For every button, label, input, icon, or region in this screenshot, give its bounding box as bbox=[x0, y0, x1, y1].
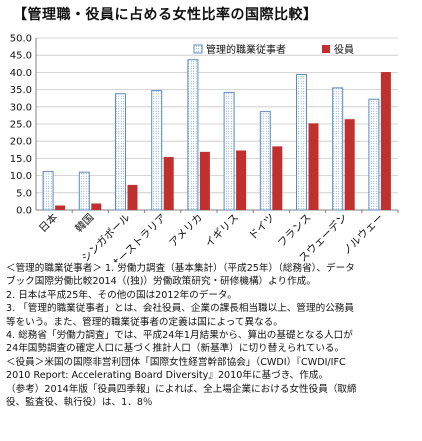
note-line: 2010 Report: Accelerating Board Diversit… bbox=[6, 370, 329, 382]
y-tick-label: 40.0 bbox=[10, 68, 32, 79]
bar-managers bbox=[223, 91, 235, 211]
note-line: ＜役員＞米国の国際非営利団体「国際女性経営幹部協会」（CWDI）『CWDI/IF… bbox=[6, 356, 346, 368]
y-tick-label: 5.0 bbox=[16, 188, 32, 199]
bar-managers bbox=[368, 98, 380, 211]
note-line: 24年国勢調査の確定人口に基づく推計人口（新基準）に切り替えられている。 bbox=[6, 343, 345, 355]
x-tick-label: ドイツ bbox=[247, 212, 278, 243]
x-tick-label: 日本 bbox=[36, 211, 60, 235]
x-tick-label: イギリス bbox=[203, 212, 241, 250]
bar-executives bbox=[55, 205, 66, 210]
note-line: （参考）2014年版「役員四季報」によれば、全上場企業における女性役員（取締 bbox=[6, 383, 357, 395]
y-tick-label: 50.0 bbox=[10, 34, 32, 45]
legend-swatch bbox=[322, 45, 330, 53]
y-tick-label: 35.0 bbox=[10, 85, 32, 96]
note-line: 2. 日本は平成25年、その他の国は2012年のデータ。 bbox=[6, 289, 237, 301]
bar-executives bbox=[236, 150, 247, 210]
bar-managers bbox=[115, 93, 126, 211]
bar-managers bbox=[259, 111, 271, 211]
legend-label: 役員 bbox=[334, 43, 354, 56]
legend-swatch bbox=[193, 44, 203, 54]
y-tick-label: 20.0 bbox=[10, 137, 32, 148]
note-line: 役、監査役、執行役）は、1．8％ bbox=[6, 397, 153, 409]
legend: 管理的職業従事者 役員 bbox=[193, 43, 354, 56]
bar-managers bbox=[78, 171, 90, 211]
y-tick-label: 15.0 bbox=[10, 154, 32, 165]
bars bbox=[42, 59, 391, 211]
y-axis-ticks: 0.0 5.0 10.0 15.0 20.0 25.0 30.0 35.0 40.0 45.0 50… bbox=[10, 34, 32, 217]
y-tick-label: 10.0 bbox=[10, 171, 32, 182]
y-tick-label: 30.0 bbox=[10, 102, 32, 113]
legend-label: 管理的職業従事者 bbox=[206, 43, 286, 56]
bar-managers bbox=[187, 59, 199, 211]
bar-managers bbox=[151, 90, 163, 211]
bar-executives bbox=[380, 72, 391, 210]
bar-managers bbox=[42, 170, 54, 211]
y-tick-label: 0.0 bbox=[16, 206, 32, 217]
bar-managers bbox=[296, 73, 307, 211]
chart-title: 【管理職・役員に占める女性比率の国際比較】 bbox=[13, 7, 318, 23]
bar-executives bbox=[308, 123, 319, 210]
bar-executives bbox=[127, 184, 138, 210]
bar-chart: 0.0 5.0 10.0 15.0 20.0 25.0 30.0 35.0 40.0 45.0 50… bbox=[10, 34, 399, 262]
x-tick-label: 韓国 bbox=[73, 212, 96, 235]
note-line: 4. 総務省「労働力調査」では、平成24年1月結果から、算出の基礎となる人口が bbox=[6, 330, 353, 342]
note-line: 3. 「管理的職業従事者」とは、会社役員、企業の課長相当職以上、管理的公務員 bbox=[6, 303, 354, 315]
bar-executives bbox=[91, 203, 102, 210]
note-line: 等をいう。また、管理的職業従事者の定義は国によって異なる。 bbox=[6, 316, 283, 328]
x-tick-label: アメリカ bbox=[167, 212, 205, 250]
notes: ＜管理的職業従事者＞ 1. 労働力調査（基本集計）（平成25年）（総務省）、デー… bbox=[6, 262, 418, 409]
note-line: ブック国際労働比較2014（(独)）労働政策研究・研修機構）より作成。 bbox=[6, 276, 316, 288]
gridlines bbox=[35, 37, 399, 213]
y-tick-label: 25.0 bbox=[10, 120, 32, 131]
note-line: ＜管理的職業従事者＞ 1. 労働力調査（基本集計）（平成25年）（総務省）、デー… bbox=[6, 263, 355, 274]
bar-managers bbox=[332, 87, 344, 211]
bar-executives bbox=[272, 146, 283, 210]
bar-executives bbox=[199, 151, 210, 210]
bar-executives bbox=[344, 119, 355, 210]
bar-executives bbox=[163, 157, 174, 210]
y-tick-label: 45.0 bbox=[10, 51, 32, 62]
